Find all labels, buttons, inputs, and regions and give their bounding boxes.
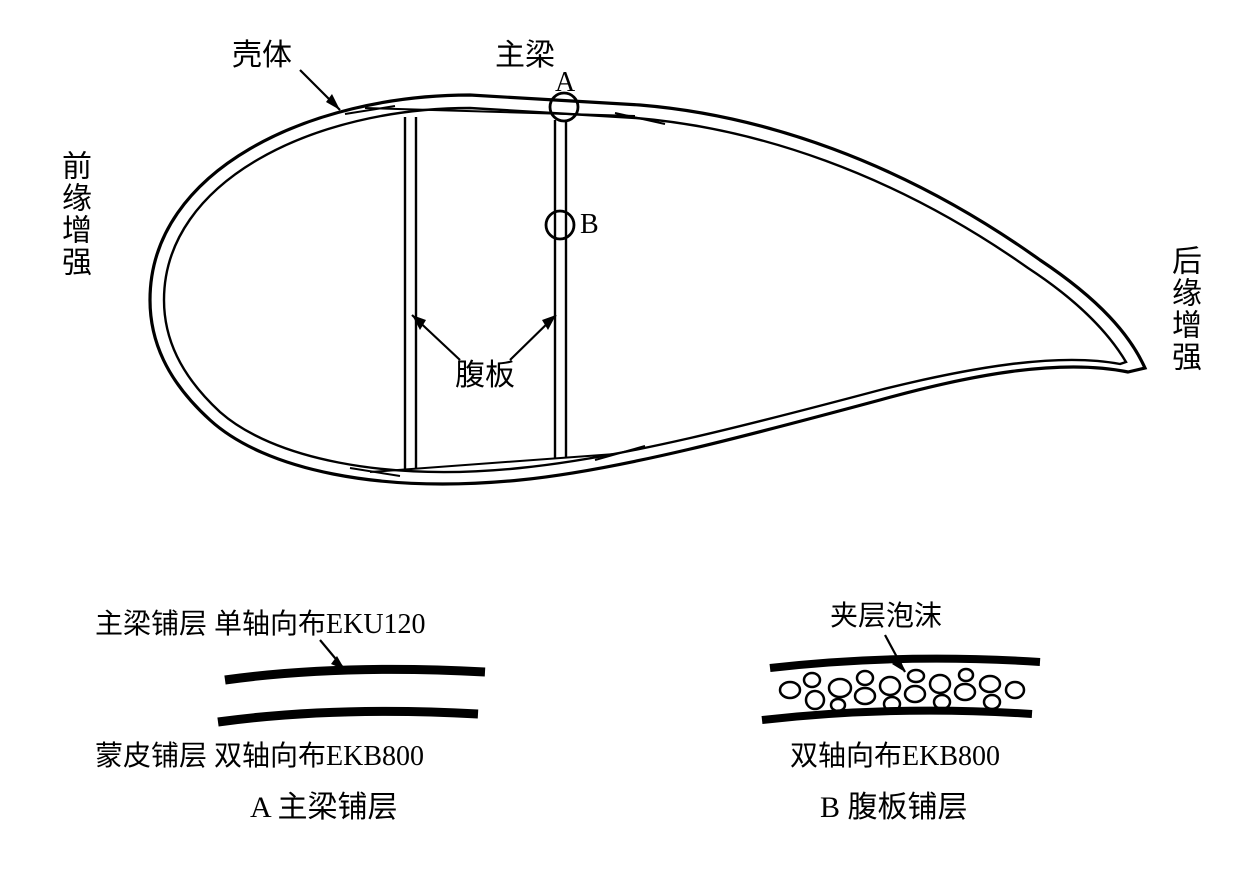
detail-a-bot [218,711,478,722]
arrow-shell [326,94,340,110]
foam-bubbles [780,669,1024,711]
airfoil-section [150,70,1145,484]
detail-b-graphic [762,635,1040,720]
arrow-web-l [412,315,426,330]
detail-b-bot [762,711,1032,720]
label-marker-a: A [555,66,575,100]
spar-cap-bot-taper-r [595,446,645,460]
label-shell: 壳体 [232,38,292,74]
label-web: 腹板 [455,358,515,394]
label-marker-b: B [580,208,599,242]
detail-a-line2: 蒙皮铺层 双轴向布EKB800 [95,740,424,774]
label-spar: 主梁 [495,38,555,74]
detail-b-title: B 腹板铺层 [820,782,968,826]
detail-a-top [225,669,485,680]
detail-a-graphic [218,640,485,722]
label-trailing-edge: 后缘增强 [1165,245,1201,373]
detail-a-line1: 主梁铺层 单轴向布EKU120 [95,608,426,642]
airfoil-inner [164,108,1126,472]
label-leading-edge: 前缘增强 [55,150,91,278]
detail-b-line1: 夹层泡沫 [830,600,942,634]
spar-cap-top-taper-r [615,113,665,124]
marker-circle-b [546,211,574,239]
airfoil-outer [150,95,1145,484]
detail-b-line2: 双轴向布EKB800 [790,740,1000,774]
detail-b-top [770,659,1040,668]
detail-a-title: A 主梁铺层 [250,782,398,826]
